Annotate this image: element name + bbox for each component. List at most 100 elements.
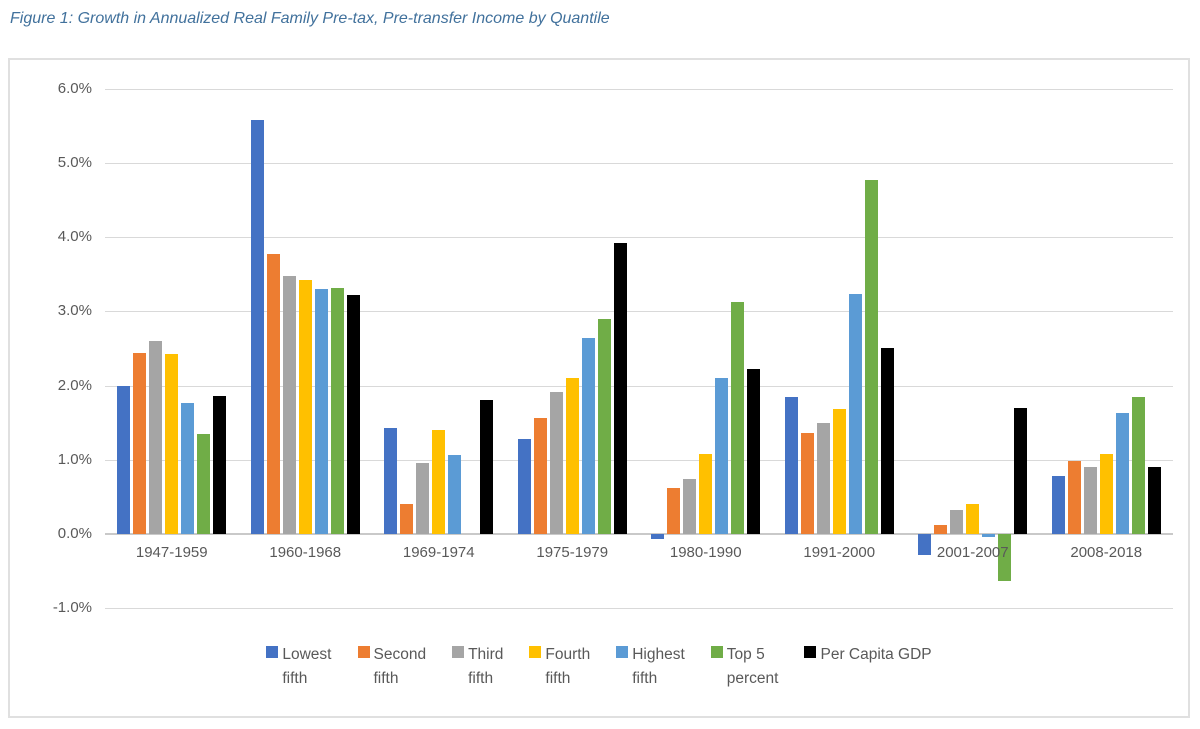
- legend-label: Per Capita GDP: [820, 646, 932, 663]
- bar-second-fifth-1991-2000: [800, 433, 814, 534]
- gridline: [105, 237, 1173, 239]
- legend-item: Per Capita GDP: [804, 643, 932, 667]
- legend-label: Highest fifth: [632, 646, 685, 688]
- bar-fourth-fifth-1960-1968: [298, 280, 312, 534]
- legend-item: Second fifth: [357, 643, 427, 691]
- y-tick-label: 0.0%: [57, 524, 92, 542]
- bar-highest-fifth-1980-1990: [715, 378, 729, 534]
- gridline: [105, 459, 1173, 461]
- bar-highest-fifth-1991-2000: [848, 293, 862, 534]
- bar-fourth-fifth-1969-1974: [432, 430, 446, 534]
- bar-second-fifth-2008-2018: [1067, 461, 1081, 534]
- bar-per-capita-gdp-1947-1959: [213, 396, 227, 534]
- legend-item: Lowest fifth: [266, 643, 332, 691]
- legend-swatch-icon: [452, 646, 465, 658]
- gridline: [105, 385, 1173, 387]
- y-tick-label: 4.0%: [57, 228, 92, 246]
- legend-label: Third fifth: [468, 646, 504, 688]
- bar-highest-fifth-1975-1979: [581, 338, 595, 534]
- bar-lowest-fifth-1980-1990: [651, 533, 665, 540]
- bar-lowest-fifth-1975-1979: [517, 439, 531, 534]
- bar-fourth-fifth-1975-1979: [565, 378, 579, 534]
- bar-third-fifth-1947-1959: [149, 341, 163, 534]
- bar-third-fifth-1960-1968: [282, 275, 296, 534]
- x-axis-label: 1947-1959: [135, 544, 208, 561]
- legend-item: Highest fifth: [616, 643, 685, 691]
- bar-top-5-percent-2008-2018: [1131, 396, 1145, 534]
- y-tick-label: 5.0%: [57, 154, 92, 172]
- bar-highest-fifth-1969-1974: [448, 454, 462, 534]
- x-axis-label: 2008-2018: [1070, 544, 1143, 561]
- bar-highest-fifth-2001-2007: [982, 533, 996, 537]
- legend-swatch-icon: [357, 646, 370, 658]
- legend-swatch-icon: [804, 646, 817, 658]
- bar-top-5-percent-2001-2007: [998, 533, 1012, 582]
- legend-label: Top 5 percent: [726, 646, 779, 688]
- bar-fourth-fifth-1991-2000: [832, 409, 846, 534]
- bar-lowest-fifth-1969-1974: [384, 427, 398, 534]
- bar-third-fifth-1991-2000: [816, 422, 830, 534]
- legend-swatch-icon: [710, 646, 723, 658]
- x-axis-baseline: [105, 532, 1173, 535]
- bar-per-capita-gdp-1960-1968: [346, 295, 360, 534]
- bar-fourth-fifth-1947-1959: [165, 354, 179, 534]
- legend-item: Third fifth: [452, 643, 503, 691]
- gridline: [105, 311, 1173, 313]
- legend: Lowest fifth Second fifth Third fifth Fourth fi…: [10, 643, 1188, 691]
- bar-fourth-fifth-1980-1990: [699, 453, 713, 534]
- plot-area: [105, 89, 1173, 609]
- legend-label: Second fifth: [373, 646, 427, 688]
- bar-second-fifth-1975-1979: [533, 418, 547, 534]
- x-axis-label: 1969-1974: [402, 544, 475, 561]
- y-tick-label: 2.0%: [57, 376, 92, 394]
- bar-highest-fifth-1947-1959: [181, 402, 195, 534]
- bar-third-fifth-1969-1974: [416, 463, 430, 534]
- legend-item: Fourth fifth: [529, 643, 590, 691]
- bar-second-fifth-1947-1959: [133, 352, 147, 534]
- bar-top-5-percent-1980-1990: [731, 301, 745, 534]
- figure-title: Figure 1: Growth in Annualized Real Fami…: [10, 10, 610, 27]
- bar-second-fifth-1969-1974: [400, 503, 414, 534]
- gridline: [105, 163, 1173, 165]
- bar-highest-fifth-1960-1968: [314, 289, 328, 534]
- x-axis-label: 2001-2007: [936, 544, 1009, 561]
- bar-highest-fifth-2008-2018: [1115, 413, 1129, 534]
- bar-lowest-fifth-1960-1968: [250, 120, 264, 534]
- bar-second-fifth-1960-1968: [266, 253, 280, 534]
- bar-lowest-fifth-1947-1959: [117, 385, 131, 534]
- bar-per-capita-gdp-2001-2007: [1014, 407, 1028, 534]
- bar-second-fifth-2001-2007: [934, 525, 948, 534]
- y-tick-label: 6.0%: [57, 80, 92, 97]
- x-axis-label: 1991-2000: [803, 544, 876, 561]
- x-axis-label: 1975-1979: [536, 544, 609, 561]
- bar-lowest-fifth-1991-2000: [784, 396, 798, 534]
- x-axis-label: 1980-1990: [669, 544, 742, 561]
- bar-third-fifth-2001-2007: [950, 510, 964, 534]
- bar-fourth-fifth-2008-2018: [1099, 453, 1113, 534]
- chart-frame: Lowest fifth Second fifth Third fifth Fourth fi…: [8, 58, 1190, 718]
- bar-lowest-fifth-2001-2007: [918, 533, 932, 555]
- y-tick-label: 1.0%: [57, 450, 92, 468]
- legend-label: Fourth fifth: [545, 646, 591, 688]
- y-tick-label: -1.0%: [52, 599, 92, 616]
- legend-swatch-icon: [529, 646, 542, 658]
- legend-item: Top 5 percent: [710, 643, 779, 691]
- legend-label: Lowest fifth: [282, 646, 332, 688]
- x-axis-label: 1960-1968: [269, 544, 342, 561]
- bar-second-fifth-1980-1990: [667, 487, 681, 534]
- bar-third-fifth-2008-2018: [1083, 467, 1097, 534]
- bar-lowest-fifth-2008-2018: [1051, 476, 1065, 534]
- bar-third-fifth-1980-1990: [683, 479, 697, 534]
- bar-top-5-percent-1960-1968: [330, 287, 344, 534]
- bar-per-capita-gdp-1975-1979: [613, 242, 627, 534]
- bar-fourth-fifth-2001-2007: [966, 503, 980, 534]
- legend-swatch-icon: [266, 646, 279, 658]
- bar-per-capita-gdp-1991-2000: [880, 347, 894, 534]
- gridline: [105, 89, 1173, 90]
- bar-third-fifth-1975-1979: [549, 392, 563, 534]
- y-tick-label: 3.0%: [57, 302, 92, 320]
- bar-top-5-percent-1947-1959: [197, 433, 211, 534]
- bar-per-capita-gdp-2008-2018: [1147, 467, 1161, 534]
- bar-per-capita-gdp-1969-1974: [480, 400, 494, 534]
